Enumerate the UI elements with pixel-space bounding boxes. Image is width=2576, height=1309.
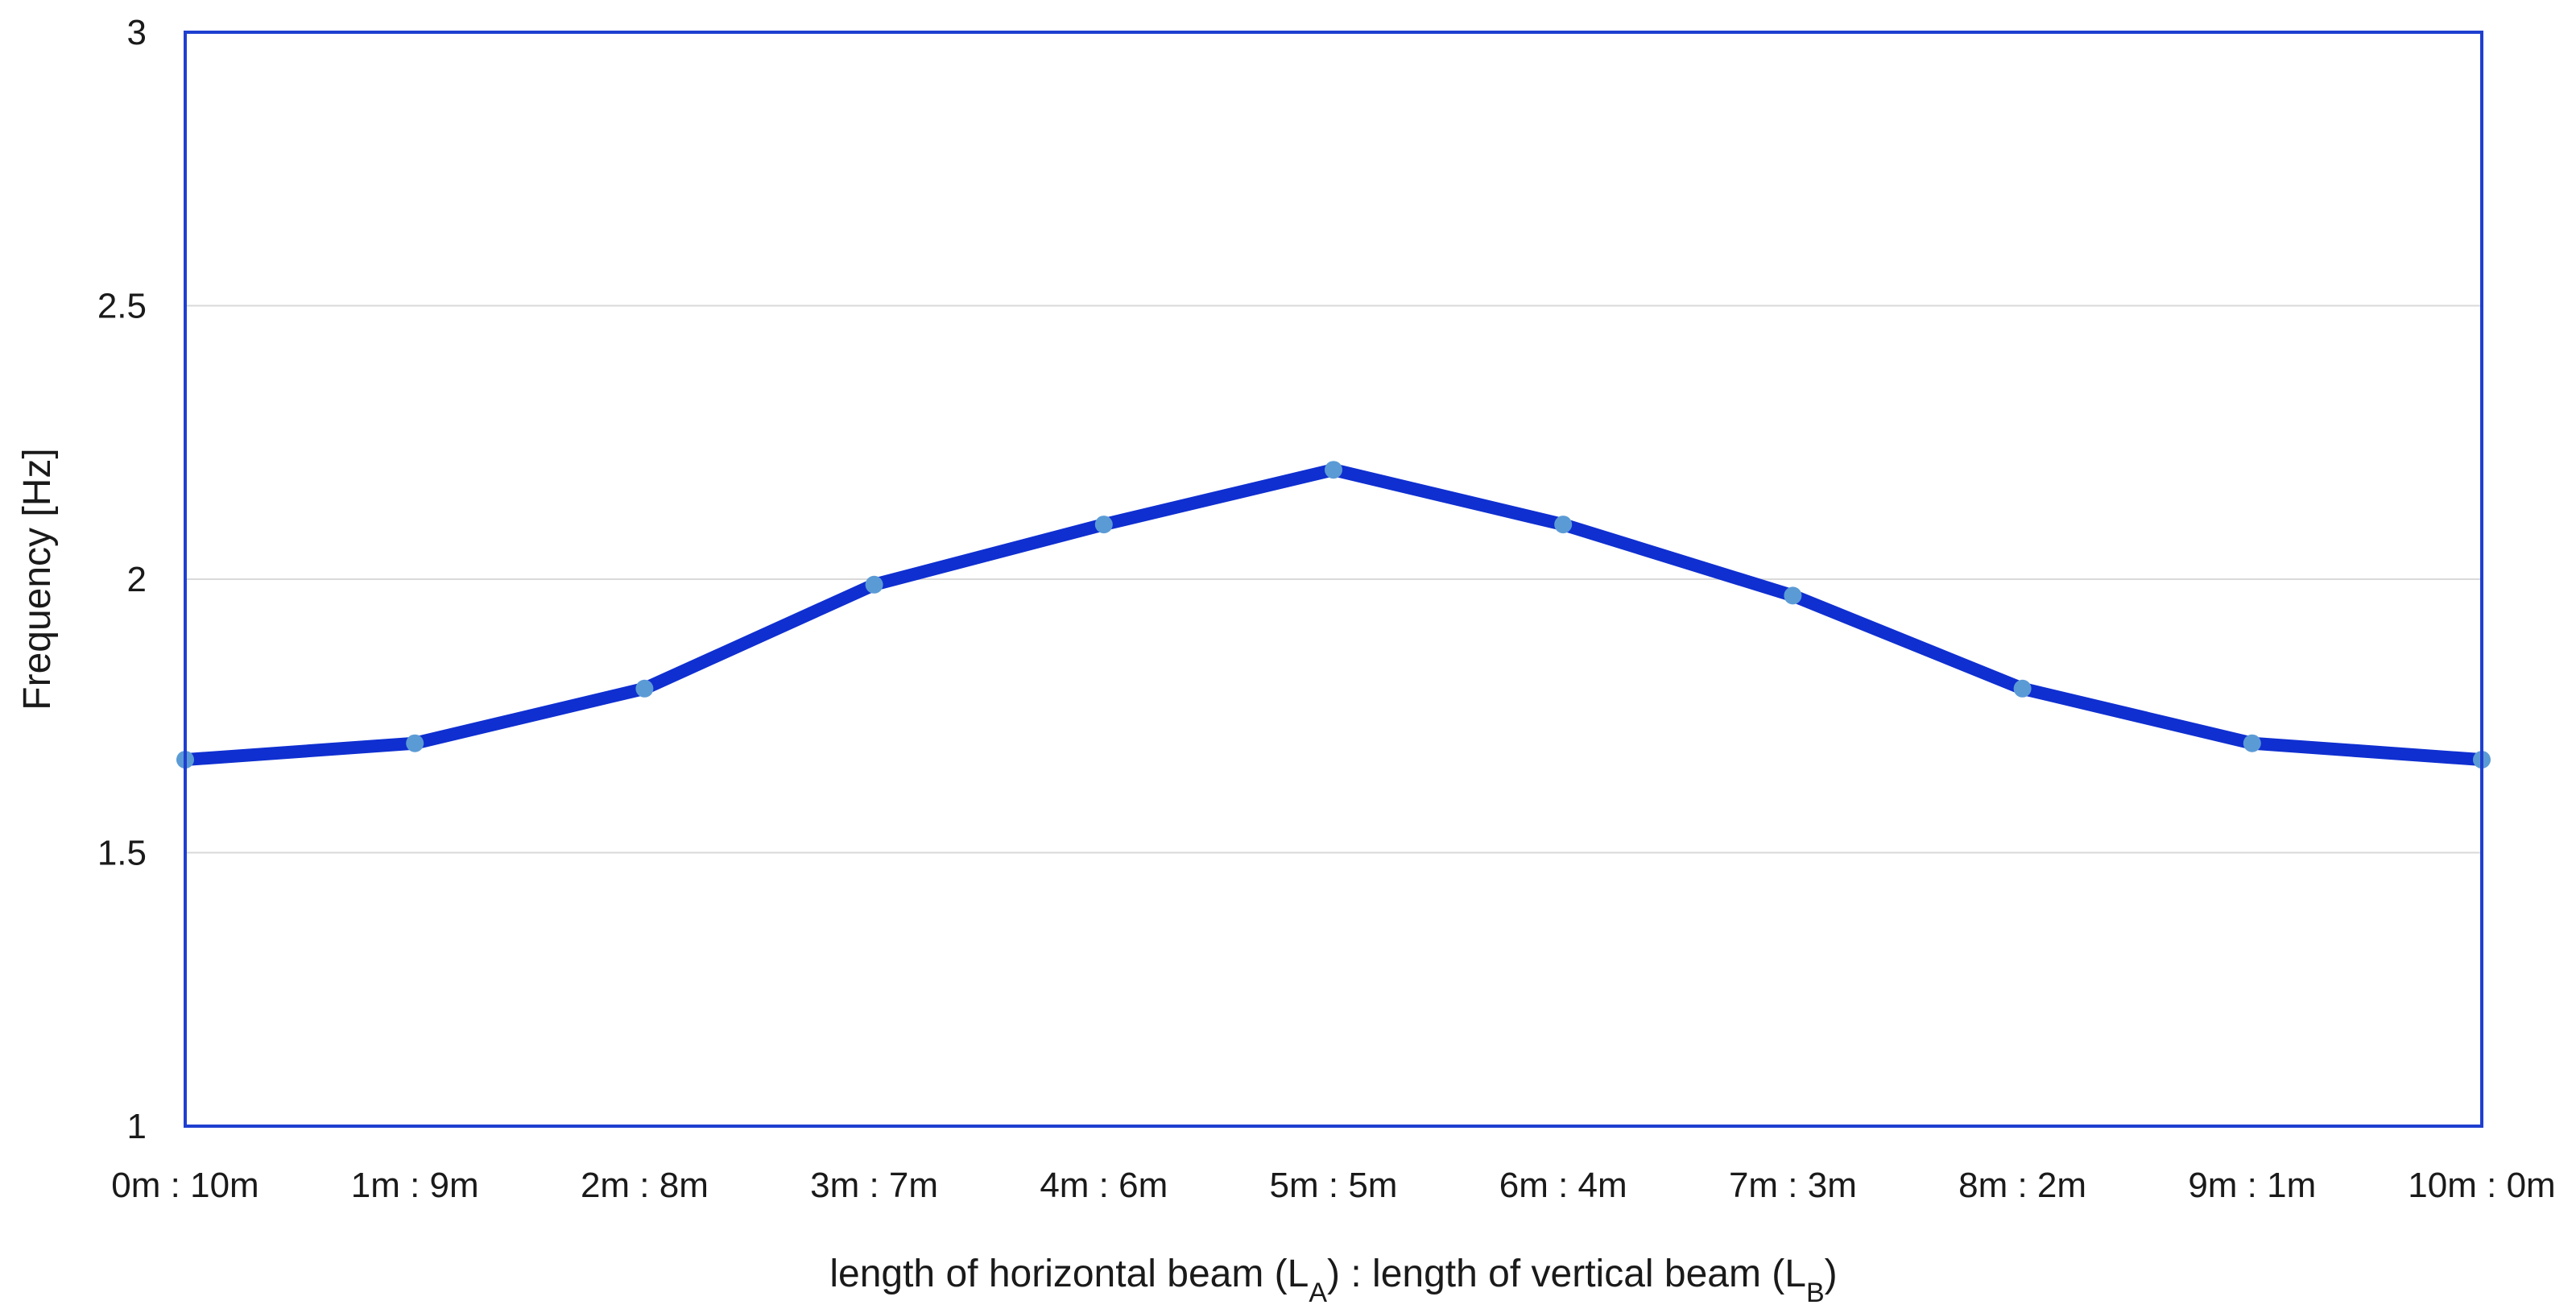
data-point [635, 679, 654, 698]
y-tick-labels: 1 1.5 2 2.5 3 [97, 13, 147, 1146]
x-tick-label: 3m : 7m [810, 1166, 938, 1205]
x-tick-label: 1m : 9m [351, 1166, 479, 1205]
series-line [179, 463, 2488, 767]
x-tick-labels: 0m : 10m 1m : 9m 2m : 8m 3m : 7m 4m : 6m 5m :… [111, 1166, 2555, 1205]
data-point [1325, 461, 1342, 479]
data-point [2013, 679, 2032, 698]
data-point [1094, 516, 1113, 534]
data-point [865, 575, 883, 594]
x-tick-label: 0m : 10m [111, 1166, 258, 1205]
x-tick-label: 2m : 8m [581, 1166, 709, 1205]
y-axis-title: Frequency [Hz] [16, 448, 59, 710]
x-axis-title-part2: ) : length of vertical beam (L [1327, 1253, 1806, 1295]
series-group [176, 461, 2491, 769]
y-tick-label: 3 [127, 13, 147, 52]
x-tick-label: 5m : 5m [1270, 1166, 1398, 1205]
x-tick-label: 9m : 1m [2188, 1166, 2316, 1205]
x-axis-title-sub-b: B [1806, 1278, 1825, 1308]
x-tick-label: 6m : 4m [1499, 1166, 1627, 1205]
data-point [406, 734, 424, 752]
x-tick-label: 4m : 6m [1040, 1166, 1168, 1205]
x-tick-label: 8m : 2m [1958, 1166, 2086, 1205]
data-point [2243, 734, 2261, 752]
y-tick-label: 2.5 [97, 287, 147, 326]
x-axis-title-sub-a: A [1309, 1278, 1327, 1308]
y-tick-label: 1 [127, 1107, 147, 1146]
x-tick-label: 10m : 0m [2408, 1166, 2555, 1205]
data-point [1784, 586, 1802, 605]
y-tick-label: 2 [127, 560, 147, 599]
gridlines [185, 304, 2482, 854]
data-point [1554, 516, 1573, 534]
y-tick-label: 1.5 [97, 834, 147, 873]
x-axis-title: length of horizontal beam (LA) : length … [829, 1253, 1837, 1308]
x-tick-label: 7m : 3m [1729, 1166, 1857, 1205]
plot-frame [184, 31, 2483, 1128]
x-axis-title-part3: ) [1825, 1253, 1838, 1295]
x-axis-title-part1: length of horizontal beam (L [829, 1253, 1309, 1295]
